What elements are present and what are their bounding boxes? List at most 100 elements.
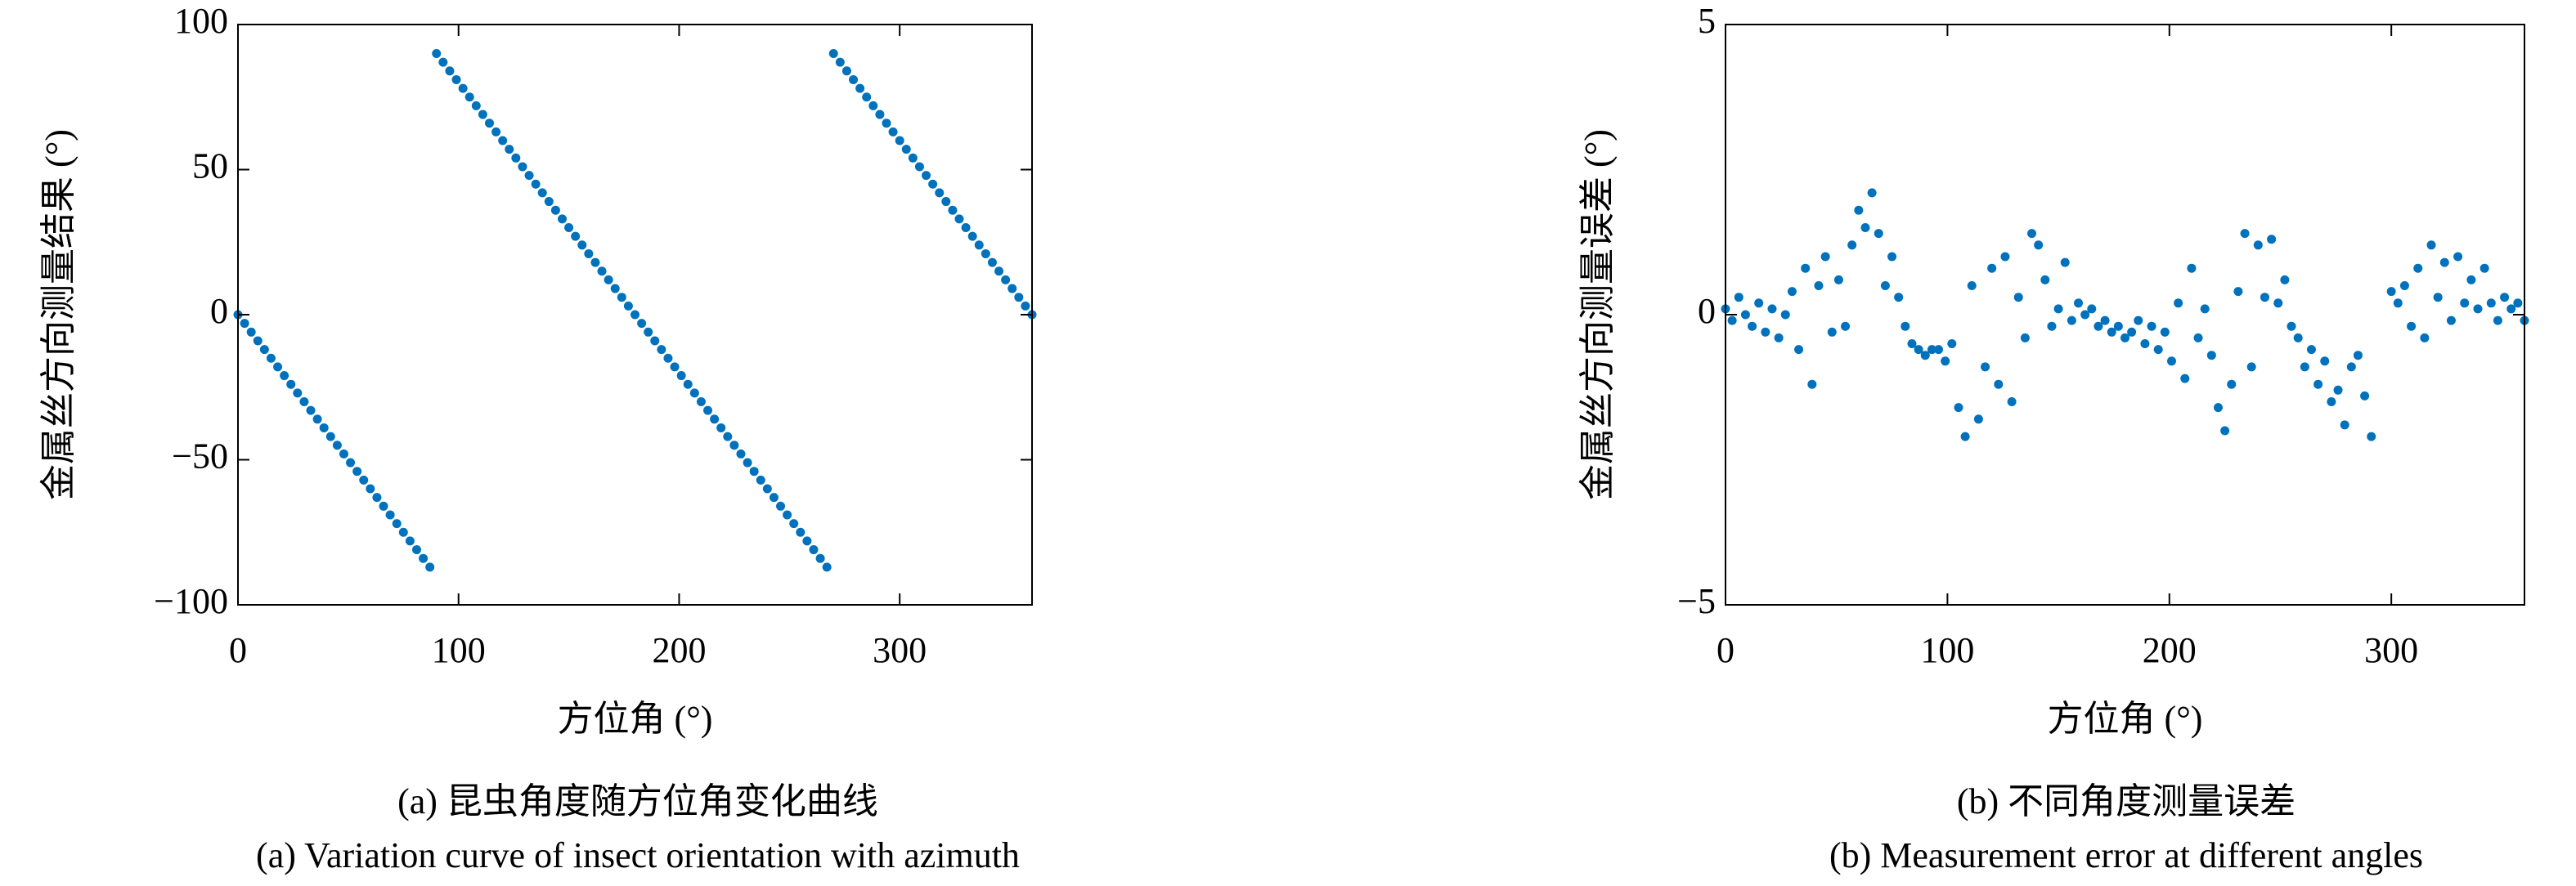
data-point — [2420, 333, 2430, 342]
data-point — [319, 423, 329, 432]
data-point — [696, 397, 706, 406]
data-point — [1754, 298, 1764, 308]
data-point — [2367, 432, 2376, 441]
data-point — [762, 484, 772, 494]
data-point — [332, 441, 342, 450]
data-point — [2486, 298, 2496, 308]
data-point — [2246, 362, 2256, 372]
data-point — [1860, 223, 1870, 232]
y-tick-label: −5 — [1677, 581, 1716, 621]
data-point — [1761, 327, 1770, 337]
data-point — [2053, 304, 2063, 314]
data-point — [1880, 281, 1890, 290]
data-point — [372, 493, 382, 503]
data-point — [1014, 293, 1024, 302]
data-point — [610, 284, 620, 293]
data-point — [2206, 351, 2216, 360]
data-point — [663, 353, 673, 363]
data-point — [471, 101, 481, 110]
data-point — [974, 240, 984, 250]
data-point — [756, 475, 765, 485]
data-point — [306, 405, 316, 415]
data-point — [2153, 345, 2163, 355]
data-point — [769, 493, 779, 503]
data-point — [2293, 333, 2303, 342]
data-point — [352, 467, 362, 477]
data-point — [776, 501, 786, 511]
data-point — [325, 432, 335, 441]
data-point — [1994, 379, 2004, 389]
data-point — [2140, 339, 2150, 348]
data-point — [1780, 310, 1790, 320]
data-point — [498, 136, 508, 145]
data-point — [2433, 293, 2443, 302]
data-point — [2353, 351, 2363, 360]
data-point — [491, 127, 501, 136]
data-point — [2426, 240, 2436, 250]
data-point — [1934, 345, 1944, 355]
data-point — [1734, 293, 1744, 302]
data-point — [2473, 304, 2483, 314]
data-point — [359, 475, 369, 485]
data-point — [835, 57, 845, 67]
data-point — [451, 74, 461, 84]
data-point — [1954, 403, 1963, 413]
data-point — [1008, 284, 1017, 293]
y-tick-label: 100 — [174, 1, 228, 41]
data-point — [2333, 385, 2343, 395]
data-point — [2074, 298, 2084, 308]
data-point — [2107, 327, 2116, 337]
data-point — [312, 414, 322, 424]
data-point — [590, 257, 600, 267]
data-point — [1987, 263, 1997, 273]
data-point — [2360, 391, 2370, 400]
data-point — [935, 188, 945, 198]
data-point — [2020, 333, 2030, 342]
data-point — [2034, 240, 2044, 250]
data-point — [2180, 374, 2190, 383]
x-axis-label: 方位角 (°) — [2048, 699, 2203, 739]
y-tick-label: 50 — [192, 146, 228, 186]
data-point — [954, 214, 964, 224]
data-point — [385, 510, 395, 520]
data-point — [2413, 263, 2423, 273]
data-point — [240, 319, 249, 329]
data-point — [2300, 362, 2309, 372]
data-point — [1841, 321, 1851, 331]
data-point — [657, 345, 666, 355]
data-point — [809, 545, 819, 555]
data-point — [299, 397, 309, 406]
data-point — [2446, 315, 2456, 325]
data-point — [2067, 315, 2076, 325]
data-point — [1847, 240, 1857, 250]
data-point — [710, 414, 720, 424]
data-point — [2493, 315, 2502, 325]
data-point — [2233, 287, 2243, 297]
x-tick-label: 100 — [1920, 630, 1974, 670]
data-point — [1927, 345, 1936, 355]
data-point — [478, 110, 487, 119]
data-point — [670, 362, 680, 372]
data-point — [796, 527, 806, 537]
data-point — [2513, 298, 2523, 308]
data-point — [597, 266, 607, 276]
data-point — [524, 171, 534, 181]
data-point — [2160, 327, 2170, 337]
data-point — [802, 536, 812, 546]
data-point — [2060, 257, 2070, 267]
data-point — [1801, 263, 1811, 273]
data-point — [2320, 356, 2330, 366]
data-point — [2327, 397, 2336, 406]
data-point — [729, 441, 739, 450]
data-point — [2506, 304, 2516, 314]
data-point — [895, 136, 904, 145]
data-point — [828, 49, 838, 58]
data-point — [1874, 229, 1883, 239]
data-point — [438, 57, 448, 67]
caption: (b) Measurement error at different angle… — [1829, 835, 2423, 875]
data-point — [928, 179, 938, 189]
data-point — [2134, 315, 2143, 325]
data-point — [703, 405, 713, 415]
data-point — [392, 519, 402, 529]
